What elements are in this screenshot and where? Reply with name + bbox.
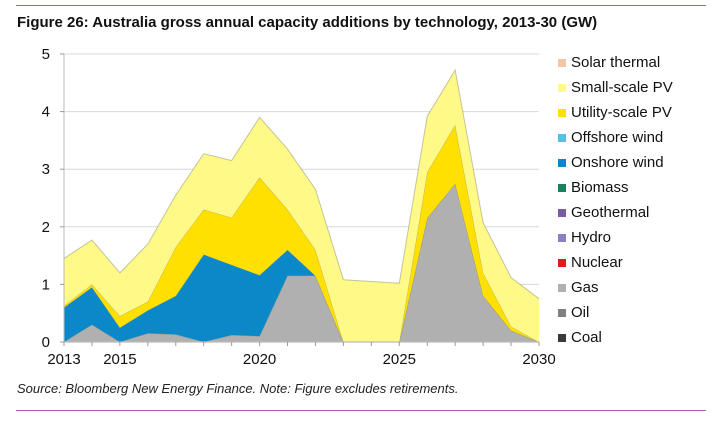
y-tick-label: 3 <box>42 161 50 178</box>
legend-swatch <box>558 283 566 292</box>
area-onshore-wind <box>64 183 539 342</box>
axes <box>60 53 540 346</box>
legend-label: Oil <box>571 304 590 321</box>
legend-label: Geothermal <box>571 204 650 221</box>
legend: Solar thermal Small-scale PV Utility-scale… <box>558 50 673 350</box>
area-edge-small-scale-pv <box>63 68 540 300</box>
legend-label: Solar thermal <box>571 54 661 71</box>
y-tick-label: 4 <box>42 104 50 121</box>
legend-item-hydro: Hydro <box>558 225 673 250</box>
legend-item-small-scale-pv: Small-scale PV <box>558 75 673 100</box>
legend-item-gas: Gas <box>558 275 673 300</box>
bottom-rule <box>16 410 706 411</box>
legend-item-geothermal: Geothermal <box>558 200 673 225</box>
legend-item-biomass: Biomass <box>558 175 673 200</box>
y-tick-label: 5 <box>42 46 50 63</box>
x-tick-labels: 2013 2015 2020 2025 2030 <box>47 351 555 368</box>
legend-item-oil: Oil <box>558 300 673 325</box>
legend-label: Onshore wind <box>571 154 664 171</box>
legend-label: Offshore wind <box>571 129 664 146</box>
legend-label: Gas <box>571 279 599 296</box>
legend-swatch <box>558 133 566 142</box>
legend-swatch <box>558 83 566 92</box>
y-tick-label: 2 <box>42 219 50 236</box>
x-tick-label: 2025 <box>383 351 416 368</box>
legend-label: Small-scale PV <box>571 79 673 96</box>
legend-item-onshore-wind: Onshore wind <box>558 150 673 175</box>
y-tick-label: 1 <box>42 276 50 293</box>
y-tick-label: 0 <box>42 334 50 351</box>
legend-swatch <box>558 108 566 117</box>
legend-item-offshore-wind: Offshore wind <box>558 125 673 150</box>
legend-swatch <box>558 258 566 267</box>
legend-label: Hydro <box>571 229 612 246</box>
area-series <box>63 68 540 343</box>
legend-label: Coal <box>571 329 602 346</box>
area-small-scale-pv <box>64 70 539 343</box>
x-tick-label: 2013 <box>47 351 80 368</box>
legend-item-solar-thermal: Solar thermal <box>558 50 673 75</box>
source-note: Source: Bloomberg New Energy Finance. No… <box>17 381 459 396</box>
x-tick-label: 2015 <box>103 351 136 368</box>
legend-label: Utility-scale PV <box>571 104 672 121</box>
legend-item-utility-scale-pv: Utility-scale PV <box>558 100 673 125</box>
legend-swatch <box>558 233 566 242</box>
legend-item-coal: Coal <box>558 325 673 350</box>
chart-title: Figure 26: Australia gross annual capaci… <box>17 14 598 31</box>
x-tick-label: 2030 <box>522 351 555 368</box>
x-tick-label: 2020 <box>243 351 276 368</box>
legend-swatch <box>558 308 566 317</box>
y-tick-labels: 0 1 2 3 4 5 <box>42 46 50 351</box>
area-gas <box>64 183 539 342</box>
legend-item-nuclear: Nuclear <box>558 250 673 275</box>
legend-swatch <box>558 208 566 217</box>
area-utility-scale-pv <box>64 124 539 343</box>
legend-label: Biomass <box>571 179 629 196</box>
legend-swatch <box>558 158 566 167</box>
legend-swatch <box>558 333 566 342</box>
legend-swatch <box>558 58 566 67</box>
legend-swatch <box>558 183 566 192</box>
top-rule <box>16 5 706 6</box>
legend-label: Nuclear <box>571 254 623 271</box>
